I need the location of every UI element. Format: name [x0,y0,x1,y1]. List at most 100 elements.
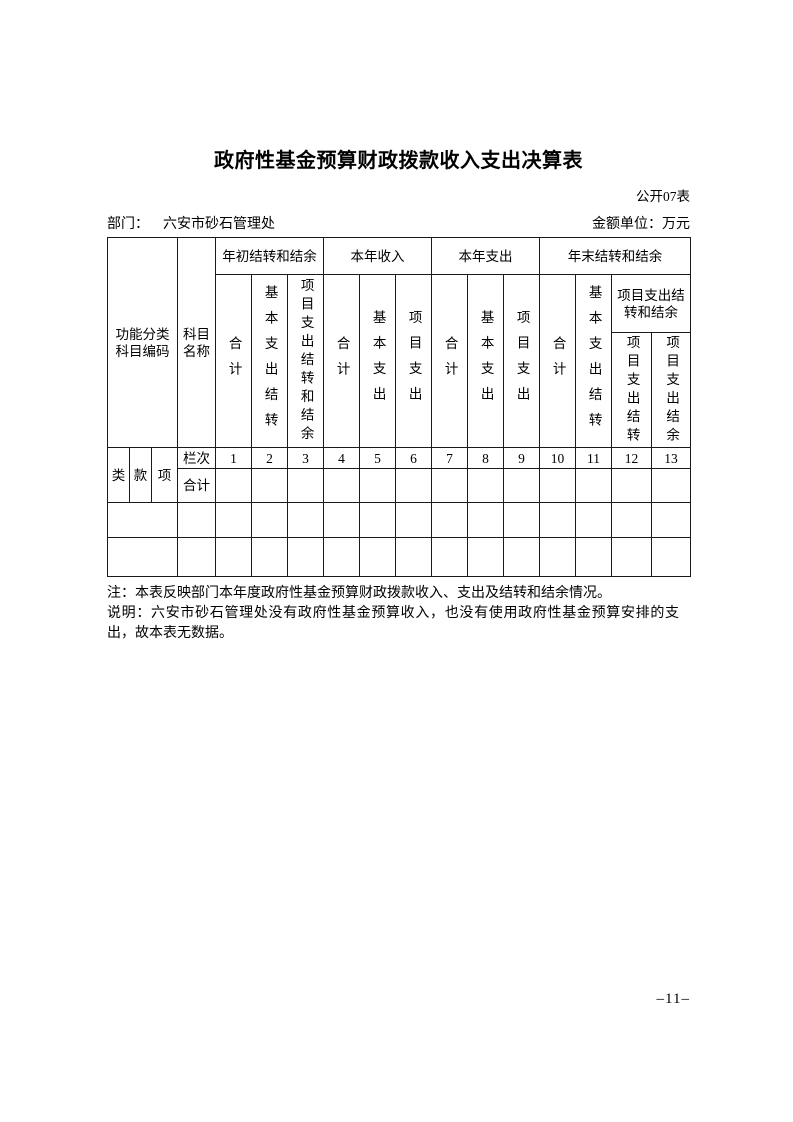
sub-header-row: 合计 基本支出结转 项目支出结转和结余 合计 基本支出 项目支出 合计 基本支出… [108,274,691,448]
column-header-text: 合计 [550,335,566,387]
empty-cell [215,502,252,538]
column-header-cell: 项目支出 [395,274,432,448]
empty-cell [575,502,612,538]
empty-cell [539,502,576,538]
lanci-label-cell: 栏次 [177,447,216,469]
lanci-number-cell: 11 [575,447,612,469]
empty-cell [395,537,432,577]
column-header-cell: 项目支出 [503,274,540,448]
column-header-cell: 项目支出结转和结余 [287,274,324,448]
lanci-number-cell: 12 [611,447,652,469]
empty-cell [611,502,652,538]
empty-cell [431,502,468,538]
column-header-cell: 合计 [323,274,360,448]
data-cell [287,468,324,503]
empty-cell [359,502,396,538]
column-header-text: 基本支出结转 [586,284,602,438]
empty-cell [107,502,178,538]
data-cell [431,468,468,503]
lanci-number-cell: 3 [287,447,324,469]
code-subcol-xiang: 项 [151,447,178,503]
empty-cell [359,537,396,577]
lanci-number-cell: 9 [503,447,540,469]
subgroup-header-project-balance: 项目支出结转和结余 [611,274,691,333]
lanci-number-cell: 5 [359,447,396,469]
page-content: 政府性基金预算财政拨款收入支出决算表 公开07表 部门： 六安市砂石管理处 金额单… [107,0,691,644]
empty-cell [503,537,540,577]
department-line: 部门： 六安市砂石管理处 [107,215,275,234]
total-row-label-cell: 合计 [177,468,216,503]
empty-cell [503,502,540,538]
description-line: 说明：六安市砂石管理处没有政府性基金预算收入，也没有使用政府性基金预算安排的支出… [107,606,679,641]
lanci-number-cell: 10 [539,447,576,469]
column-header-cell: 合计 [431,274,468,448]
department-label: 部门： [107,217,149,232]
lanci-number-cell: 4 [323,447,360,469]
meta-row: 部门： 六安市砂石管理处 金额单位：万元 [107,215,690,234]
data-cell [323,468,360,503]
empty-cell [611,537,652,577]
column-header-text: 项目支出结转 [624,334,640,446]
report-title: 政府性基金预算财政拨款收入支出决算表 [214,150,583,172]
total-row: 合计 [108,468,691,503]
group-header-current-year-income: 本年收入 [323,237,432,275]
group-header-year-end-balance: 年末结转和结余 [539,237,691,275]
empty-cell [467,502,504,538]
column-header-text: 项目支出 [406,310,422,412]
data-cell [611,468,652,503]
empty-cell [651,502,691,538]
lanci-row: 类 款 项 栏次 1 2 3 4 5 6 7 8 9 10 11 12 13 [107,447,691,503]
column-header-text: 合计 [334,335,350,387]
empty-cell [323,537,360,577]
code-subcol-kuan: 款 [129,447,152,503]
page-number: –11– [656,991,690,1007]
empty-cell [467,537,504,577]
empty-cell [575,537,612,577]
group-header-current-year-expenditure: 本年支出 [431,237,540,275]
empty-row [107,502,691,538]
empty-cell [395,502,432,538]
column-header-text: 基本支出 [370,310,386,412]
code-subcol-lei: 类 [107,447,130,503]
empty-cell [651,537,691,577]
empty-cell [251,502,288,538]
column-header-text: 合计 [442,335,458,387]
lanci-number-cell: 13 [651,447,691,469]
corner-header-cell: 功能分类科目编码 [107,237,178,448]
lanci-number-cell: 7 [431,447,468,469]
unit-label: 金额单位：万元 [592,217,690,232]
column-header-text: 基本支出 [478,310,494,412]
column-header-cell: 项目支出结余 [651,332,691,448]
data-cell [359,468,396,503]
empty-cell [431,537,468,577]
empty-cell [287,537,324,577]
empty-row [107,537,691,577]
column-header-cell: 基本支出结转 [575,274,612,448]
empty-cell [107,537,178,577]
group-header-row: 功能分类科目编码 科目名称 年初结转和结余 本年收入 本年支出 年末结转和结余 [107,237,691,448]
notes-section: 注：本表反映部门本年度政府性基金预算财政拨款收入、支出及结转和结余情况。 说明：… [107,584,690,644]
data-cell [395,468,432,503]
department-value: 六安市砂石管理处 [163,217,275,232]
report-table: 功能分类科目编码 科目名称 年初结转和结余 本年收入 本年支出 年末结转和结余 … [107,237,691,577]
empty-cell [539,537,576,577]
table-code-label: 公开07表 [636,189,690,204]
column-header-cell: 项目支出结转 [611,332,652,448]
empty-cell [287,502,324,538]
data-cell [467,468,504,503]
empty-cell [251,537,288,577]
column-header-cell: 基本支出结转 [251,274,288,448]
column-header-text: 项目支出结转和结余 [298,277,314,445]
column-header-cell: 基本支出 [467,274,504,448]
lanci-number-cell: 1 [215,447,252,469]
column-header-cell: 合计 [539,274,576,448]
group-header-year-begin-balance: 年初结转和结余 [215,237,324,275]
column-header-cell: 基本支出 [359,274,396,448]
lanci-number-cell: 8 [467,447,504,469]
data-cell [215,468,252,503]
empty-cell [177,537,216,577]
data-cell [251,468,288,503]
empty-cell [323,502,360,538]
data-cell [575,468,612,503]
